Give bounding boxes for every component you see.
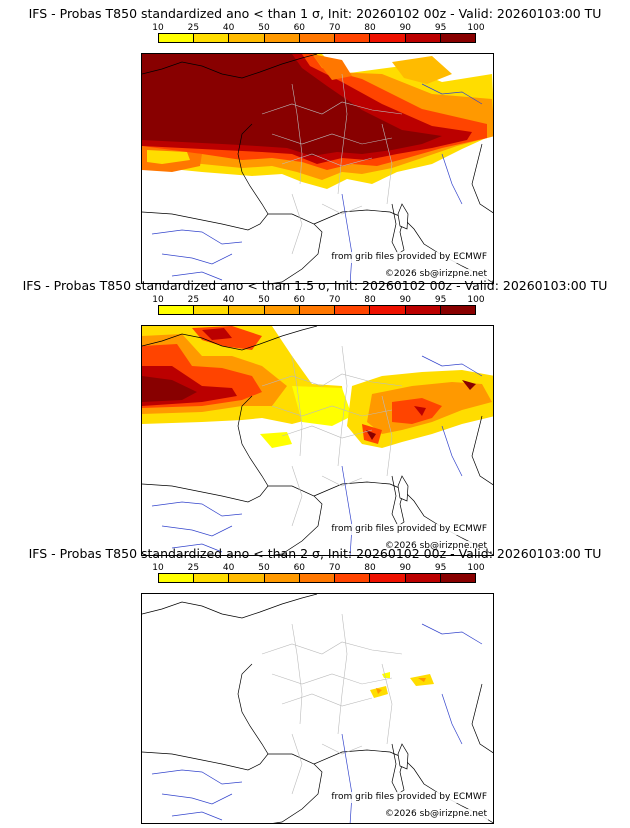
legend-color-bar (158, 305, 476, 315)
legend-tick: 90 (399, 563, 412, 573)
legend-tick: 80 (364, 23, 376, 33)
data-source-credit: from grib files provided by ECMWF (330, 792, 488, 803)
region-borders (261, 73, 403, 255)
legend-tick: 80 (364, 295, 376, 305)
legend-color-cell (264, 574, 300, 582)
legend-color-cell (370, 306, 406, 314)
color-legend: 10 25 40 50 60 70 80 90 95 100 (152, 295, 485, 317)
legend-tick: 90 (399, 23, 412, 33)
legend-color-cell (335, 306, 371, 314)
probability-field (142, 54, 493, 189)
rivers (151, 355, 483, 555)
legend-tick: 100 (467, 563, 485, 573)
legend-color-cell (370, 34, 406, 42)
legend-tick: 40 (222, 563, 235, 573)
legend-color-cell (405, 306, 441, 314)
legend-tick: 60 (293, 23, 306, 33)
copyright-credit: ©2026 sb@irizpne.net (383, 269, 488, 280)
rivers (151, 623, 483, 823)
legend-color-cell (159, 34, 195, 42)
legend-tick: 10 (152, 295, 164, 305)
legend-tick: 50 (258, 295, 270, 305)
probability-field (370, 672, 434, 698)
legend-color-cell (335, 34, 371, 42)
map-france: from grib files provided by ECMWF ©2026 … (141, 53, 494, 284)
legend-tick: 95 (434, 23, 447, 33)
legend-color-cell (299, 306, 336, 314)
legend-tick: 25 (187, 295, 200, 305)
legend-color-cell (229, 574, 265, 582)
map-france: from grib files provided by ECMWF ©2026 … (141, 593, 494, 824)
legend-color-cell (405, 574, 441, 582)
rivers (151, 83, 483, 283)
islands (397, 743, 409, 770)
legend-color-cell (229, 306, 265, 314)
panel-title: IFS - Probas T850 standardized ano < tha… (28, 6, 602, 21)
map-france: from grib files provided by ECMWF ©2026 … (141, 325, 494, 556)
legend-color-cell (159, 574, 195, 582)
legend-tick: 60 (293, 295, 306, 305)
legend-color-cell (159, 306, 195, 314)
panel-title: IFS - Probas T850 standardized ano < tha… (22, 278, 608, 293)
legend-tick: 25 (187, 563, 200, 573)
probability-field (142, 326, 493, 448)
legend-color-cell (440, 34, 475, 42)
legend-tick: 95 (434, 295, 447, 305)
panel-1sigma: IFS - Probas T850 standardized ano < tha… (0, 6, 630, 284)
legend-color-bar (158, 573, 476, 583)
color-legend: 10 25 40 50 60 70 80 90 95 100 (152, 563, 485, 585)
legend-tick: 70 (328, 23, 341, 33)
copyright-credit: ©2026 sb@irizpne.net (383, 809, 488, 820)
legend-tick: 25 (187, 23, 200, 33)
legend-color-cell (264, 306, 300, 314)
legend-tick: 80 (364, 563, 376, 573)
legend-color-cell (299, 574, 336, 582)
legend-tick: 10 (152, 23, 164, 33)
legend-tick: 100 (467, 295, 485, 305)
legend-labels: 10 25 40 50 60 70 80 90 95 100 (152, 295, 484, 305)
legend-color-bar (158, 33, 476, 43)
legend-tick: 100 (467, 23, 485, 33)
legend-tick: 60 (293, 563, 306, 573)
map-canvas (142, 594, 493, 823)
panel-title: IFS - Probas T850 standardized ano < tha… (28, 546, 602, 561)
legend-tick: 50 (258, 23, 270, 33)
panel-2sigma: IFS - Probas T850 standardized ano < tha… (0, 546, 630, 824)
legend-tick: 70 (328, 295, 341, 305)
legend-color-cell (405, 34, 441, 42)
coastline (142, 594, 493, 823)
legend-tick: 40 (222, 23, 235, 33)
islands (397, 203, 409, 230)
copyright-credit: ©2026 sb@irizpne.net (383, 541, 488, 552)
legend-tick: 70 (328, 563, 341, 573)
map-canvas (142, 54, 493, 283)
data-source-credit: from grib files provided by ECMWF (330, 252, 488, 263)
legend-tick: 90 (399, 295, 412, 305)
region-borders (261, 345, 403, 527)
islands (397, 475, 409, 502)
region-borders (261, 613, 403, 795)
legend-color-cell (370, 574, 406, 582)
legend-tick: 40 (222, 295, 235, 305)
legend-color-cell (194, 306, 230, 314)
legend-labels: 10 25 40 50 60 70 80 90 95 100 (152, 563, 484, 573)
legend-color-cell (440, 306, 475, 314)
map-canvas (142, 326, 493, 555)
legend-tick: 50 (258, 563, 270, 573)
legend-color-cell (194, 574, 230, 582)
legend-color-cell (264, 34, 300, 42)
color-legend: 10 25 40 50 60 70 80 90 95 100 (152, 23, 485, 45)
legend-color-cell (335, 574, 371, 582)
data-source-credit: from grib files provided by ECMWF (330, 524, 488, 535)
legend-color-cell (299, 34, 336, 42)
panel-1-5sigma: IFS - Probas T850 standardized ano < tha… (0, 278, 630, 556)
legend-labels: 10 25 40 50 60 70 80 90 95 100 (152, 23, 484, 33)
legend-tick: 95 (434, 563, 447, 573)
legend-color-cell (229, 34, 265, 42)
legend-color-cell (440, 574, 475, 582)
legend-tick: 10 (152, 563, 164, 573)
legend-color-cell (194, 34, 230, 42)
